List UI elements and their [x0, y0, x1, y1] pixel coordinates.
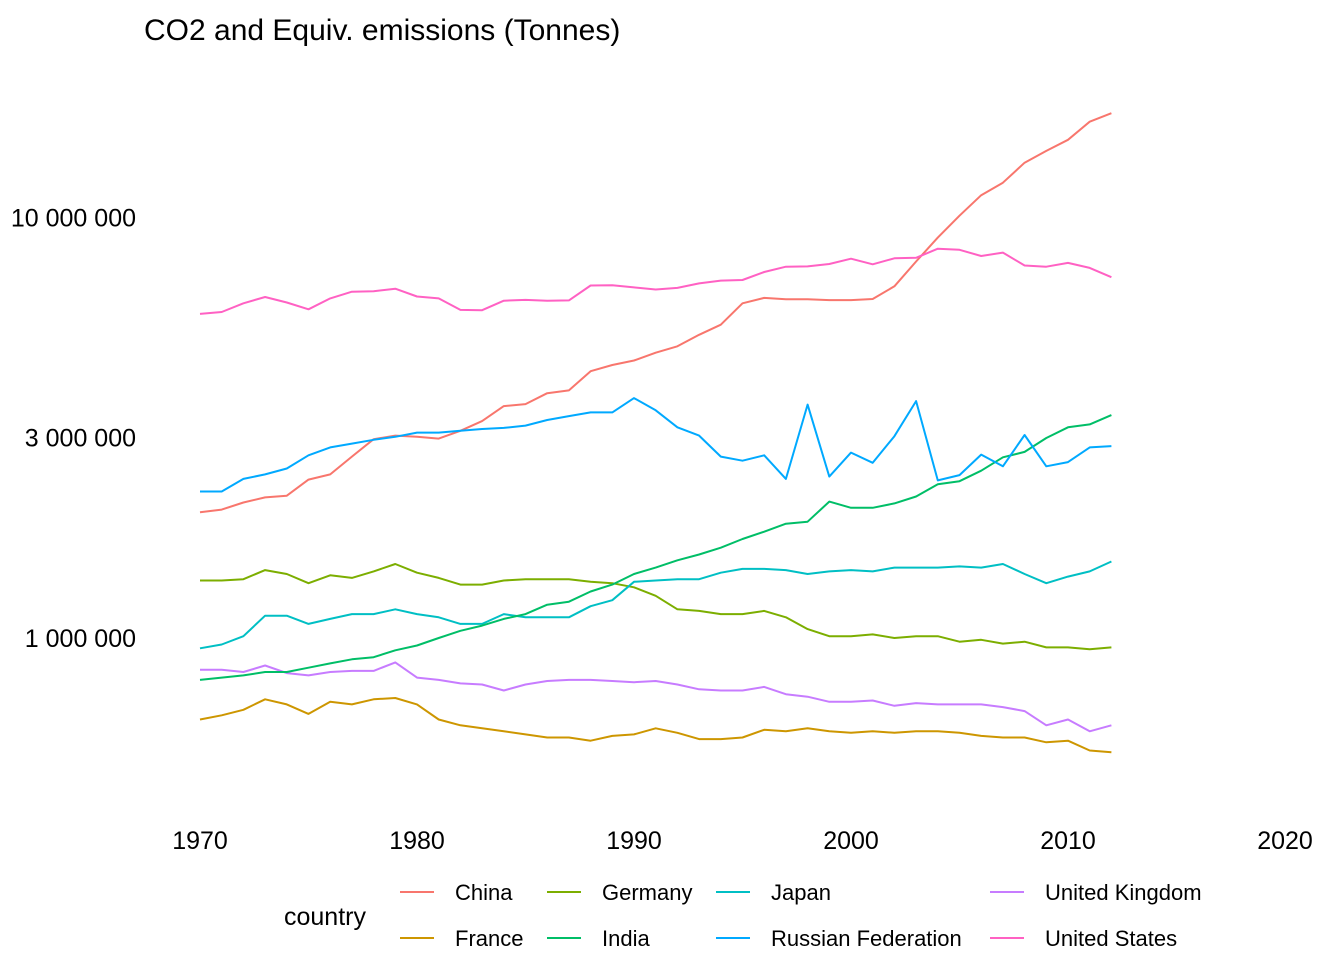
legend-item-japan: Japan	[716, 880, 831, 905]
legend-item-united-kingdom: United Kingdom	[990, 880, 1202, 905]
series-line-russian-federation	[200, 397, 1112, 493]
x-tick-label: 2010	[1040, 827, 1096, 855]
y-tick-label: 10 000 000	[11, 205, 136, 233]
y-axis: 1 000 000 3 000 000 10 000 000	[11, 205, 136, 654]
legend-label: France	[455, 926, 523, 951]
x-tick-label: 2000	[823, 827, 879, 855]
legend-item-united-states: United States	[990, 926, 1177, 951]
series-line-china	[199, 112, 1112, 514]
series-line-united-states	[199, 247, 1112, 315]
series-line-japan	[199, 560, 1112, 650]
x-axis: 1970 1980 1990 2000 2010 2020	[172, 827, 1313, 855]
legend-label: India	[602, 926, 650, 951]
chart-title: CO2 and Equiv. emissions (Tonnes)	[144, 14, 620, 47]
y-tick-label: 1 000 000	[25, 625, 136, 653]
plot-area	[199, 112, 1112, 754]
legend-title: country	[284, 903, 366, 931]
x-tick-label: 1970	[172, 827, 228, 855]
series-line-united-kingdom	[200, 661, 1112, 733]
series-line-germany	[200, 563, 1112, 651]
x-tick-label: 2020	[1257, 827, 1313, 855]
x-tick-label: 1990	[606, 827, 662, 855]
legend-item-india: India	[547, 926, 650, 951]
legend-item-germany: Germany	[547, 880, 692, 905]
legend-label: United Kingdom	[1045, 880, 1202, 905]
series-line-france	[199, 697, 1112, 754]
legend-item-russian-federation: Russian Federation	[716, 926, 962, 951]
legend-label: United States	[1045, 926, 1177, 951]
legend-label: Russian Federation	[771, 926, 962, 951]
legend: country China Germany Japan United Kingdom F…	[284, 880, 1202, 951]
legend-label: China	[455, 880, 513, 905]
series-line-india	[199, 414, 1112, 681]
legend-item-france: France	[400, 926, 523, 951]
y-tick-label: 3 000 000	[25, 424, 136, 452]
legend-label: Germany	[602, 880, 692, 905]
legend-item-china: China	[400, 880, 513, 905]
x-tick-label: 1980	[389, 827, 445, 855]
legend-label: Japan	[771, 880, 831, 905]
